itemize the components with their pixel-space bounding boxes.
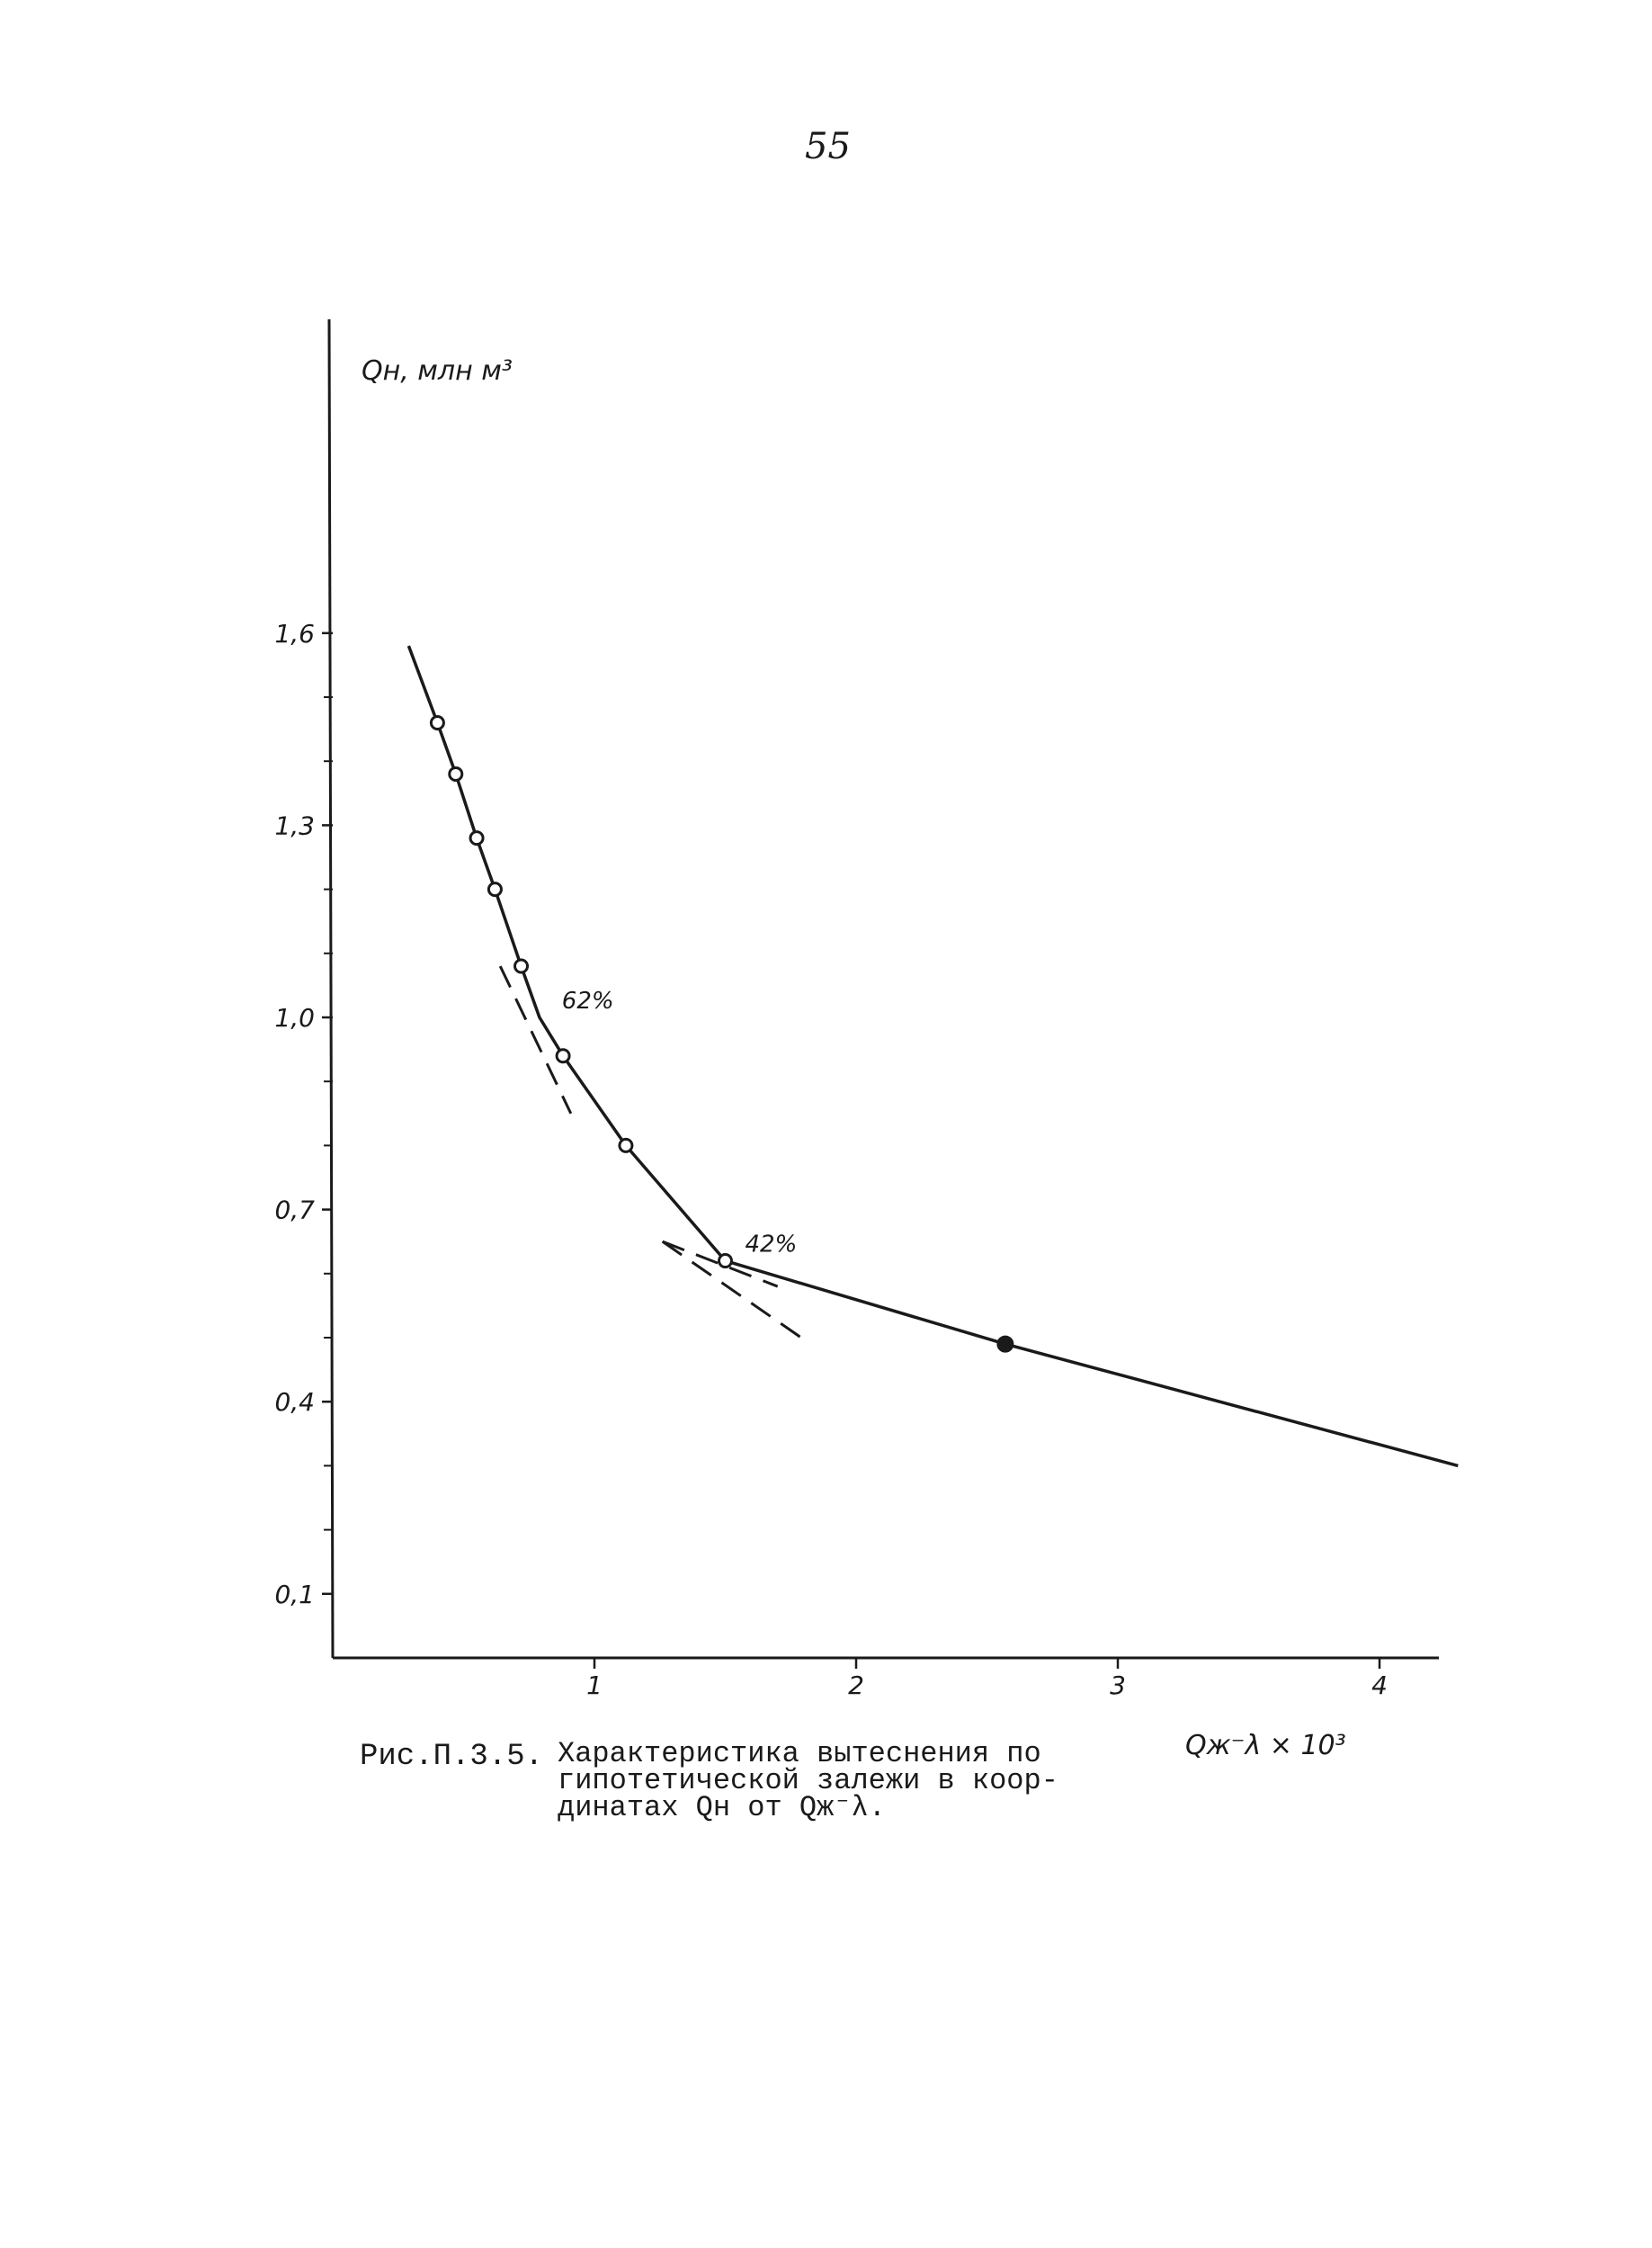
y-axis xyxy=(327,318,335,1659)
data-point xyxy=(618,1137,634,1153)
series-line xyxy=(406,645,1459,1468)
y-tick-label: 0,1 xyxy=(274,1580,315,1609)
point-layer xyxy=(429,714,1014,1353)
data-point xyxy=(487,882,503,898)
data-point xyxy=(718,1253,733,1269)
y-tick-label: 1,6 xyxy=(274,619,315,649)
annotation-layer: 62% 42% xyxy=(562,988,797,1258)
x-tick-label: 2 xyxy=(848,1670,864,1700)
percent-annotation: 42% xyxy=(746,1231,798,1258)
y-tick-label: 0,7 xyxy=(274,1196,315,1225)
caption-line-3: динатах Qн от Qж⁻λ. xyxy=(558,1791,886,1824)
caption-line-2: гипотетической залежи в коор- xyxy=(558,1764,1058,1797)
tangent-line xyxy=(661,1240,802,1339)
caption-line-1: Характеристика вытеснения по xyxy=(558,1737,1041,1770)
tangent-line xyxy=(498,965,573,1115)
y-tick-label: 1,3 xyxy=(274,811,315,840)
y-tick-label: 1,0 xyxy=(274,1003,315,1033)
percent-annotation: 62% xyxy=(562,988,614,1015)
caption-text: Характеристика вытеснения по гипотетичес… xyxy=(558,1737,1133,1824)
data-point xyxy=(469,830,485,846)
x-axis-title: Qж⁻λ × 10³ xyxy=(1185,1730,1346,1761)
data-point xyxy=(429,714,445,730)
axes xyxy=(327,318,1439,1660)
curve-layer xyxy=(406,645,1459,1468)
x-tick-label: 4 xyxy=(1371,1670,1388,1700)
axis-ticks: 0,1 0,4 0,7 1,0 1,3 1,6 1 2 3 4 xyxy=(274,619,1387,1700)
data-point xyxy=(513,958,530,974)
data-point xyxy=(996,1335,1014,1353)
tangent-line xyxy=(662,1240,779,1288)
data-point xyxy=(555,1048,571,1064)
data-point xyxy=(448,766,464,782)
y-axis-title: Qн, млн м³ xyxy=(362,355,513,387)
tangent-lines xyxy=(498,965,802,1339)
figure-number: Рис.П.3.5. xyxy=(360,1740,544,1774)
y-tick-label: 0,4 xyxy=(274,1387,315,1417)
x-tick-label: 1 xyxy=(586,1670,603,1700)
page-number: 55 xyxy=(805,126,851,167)
x-tick-label: 3 xyxy=(1110,1670,1126,1700)
